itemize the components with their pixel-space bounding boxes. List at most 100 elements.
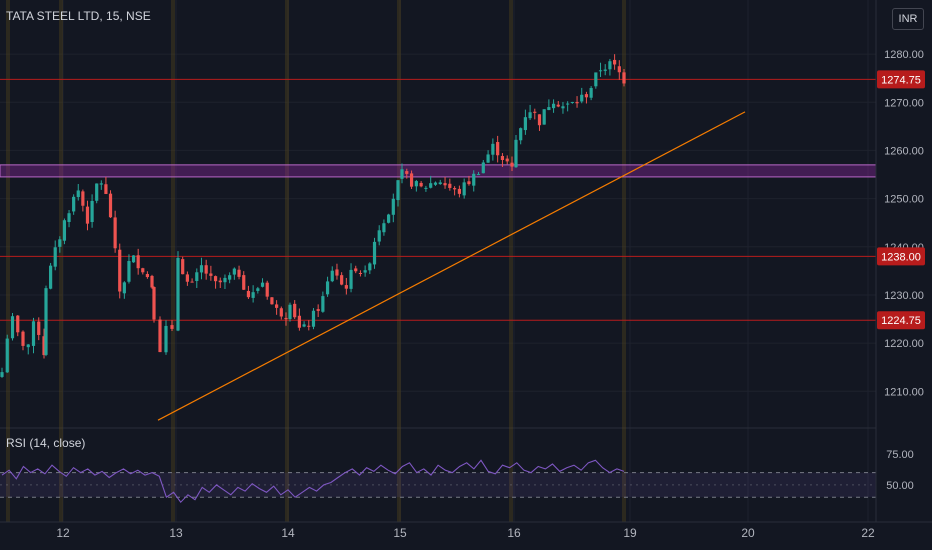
candle-body: [72, 196, 76, 212]
time-tick-label: 13: [169, 526, 183, 540]
rsi-tick-label: 75.00: [886, 449, 914, 461]
chart-title: TATA STEEL LTD, 15, NSE: [6, 9, 151, 23]
rsi-line: [1, 459, 625, 504]
candle-body: [288, 304, 292, 320]
candle-body: [104, 184, 108, 194]
candle-body: [528, 112, 532, 119]
candle-body: [598, 70, 603, 72]
candle-body: [617, 66, 621, 73]
candle-body: [199, 265, 204, 273]
candle-body: [472, 173, 476, 186]
candle-body: [218, 280, 222, 283]
candle-body: [368, 263, 372, 271]
candle-body: [10, 316, 15, 339]
price-level-badge: [877, 247, 925, 266]
candle-body: [251, 292, 255, 298]
candle-body: [67, 213, 71, 222]
candle-body: [387, 214, 391, 223]
horizontal-levels: [0, 78, 876, 321]
session-break-line: [171, 0, 175, 522]
rsi-indicator-label[interactable]: RSI (14, close): [6, 436, 86, 450]
session-break-line: [397, 0, 401, 522]
candle-body: [486, 154, 490, 163]
candle-body: [537, 114, 542, 126]
price-axis: 1210.001220.001230.001240.001250.001260.…: [875, 0, 925, 522]
candle-body: [570, 101, 574, 103]
candle-body: [533, 111, 537, 113]
candle-body: [344, 285, 348, 289]
candle-body: [209, 273, 213, 276]
candle-body: [467, 181, 471, 185]
candle-body: [5, 338, 9, 373]
price-tick-label: 1210.00: [884, 386, 924, 398]
time-tick-label: 19: [623, 526, 637, 540]
candle-body: [76, 190, 80, 198]
candle-body: [213, 276, 218, 282]
candle-body: [556, 104, 560, 107]
candle-body: [505, 158, 509, 162]
candle-body: [510, 162, 514, 167]
price-level-label: 1238.00: [881, 251, 921, 263]
candle-body: [311, 310, 316, 327]
session-break-line: [59, 0, 63, 522]
candle-body: [613, 59, 617, 65]
candle-body: [358, 272, 363, 274]
candle-body: [354, 268, 358, 272]
candle-body: [349, 269, 353, 289]
time-tick-label: 14: [281, 526, 295, 540]
candle-body: [131, 255, 136, 263]
candle-body: [405, 171, 409, 174]
candle-body: [391, 198, 395, 215]
trendline[interactable]: [157, 111, 746, 421]
price-tick-label: 1230.00: [884, 290, 924, 302]
candle-body: [589, 88, 593, 98]
candle-body: [496, 142, 500, 156]
candle-body: [176, 257, 180, 331]
candle-body: [325, 281, 330, 295]
candle-body: [293, 303, 297, 318]
candle-body: [419, 182, 423, 187]
candle-body: [297, 315, 301, 328]
candle-body: [561, 106, 565, 109]
rsi-panel: [0, 459, 876, 504]
candle-body: [185, 274, 189, 282]
time-tick-label: 12: [56, 526, 70, 540]
price-level-badge: [877, 70, 925, 89]
price-tick-label: 1280.00: [884, 49, 924, 61]
candle-body: [256, 288, 260, 291]
price-level-label: 1224.75: [881, 315, 921, 327]
candle-body: [453, 188, 457, 190]
currency-button[interactable]: INR: [892, 8, 924, 30]
candle-body: [514, 139, 518, 168]
candle-body: [99, 183, 103, 185]
candle-body: [580, 94, 584, 102]
session-break-line: [6, 0, 10, 522]
candle-body: [429, 183, 433, 188]
candle-body: [164, 325, 168, 353]
candle-body: [481, 162, 485, 174]
candle-body: [31, 321, 36, 346]
candle-body: [307, 325, 311, 327]
candle-body: [547, 107, 551, 111]
candle-body: [85, 206, 90, 224]
candle-body: [0, 372, 4, 377]
price-tick-label: 1260.00: [884, 145, 924, 157]
candle-body: [237, 269, 241, 277]
candle-body: [49, 265, 53, 289]
candle-body: [190, 281, 194, 283]
candle-body: [396, 180, 400, 201]
candle-body: [16, 315, 20, 333]
candle-body: [594, 72, 598, 87]
candle-body: [424, 187, 428, 189]
candle-body: [275, 304, 279, 308]
candle-body: [584, 94, 589, 98]
candle-body: [519, 128, 523, 141]
candle-body: [141, 268, 145, 273]
price-tick-label: 1250.00: [884, 194, 924, 206]
candle-body: [204, 265, 208, 274]
candle-body: [246, 290, 251, 298]
session-break-line: [509, 0, 513, 522]
candle-body: [260, 282, 265, 287]
time-tick-label: 15: [393, 526, 407, 540]
